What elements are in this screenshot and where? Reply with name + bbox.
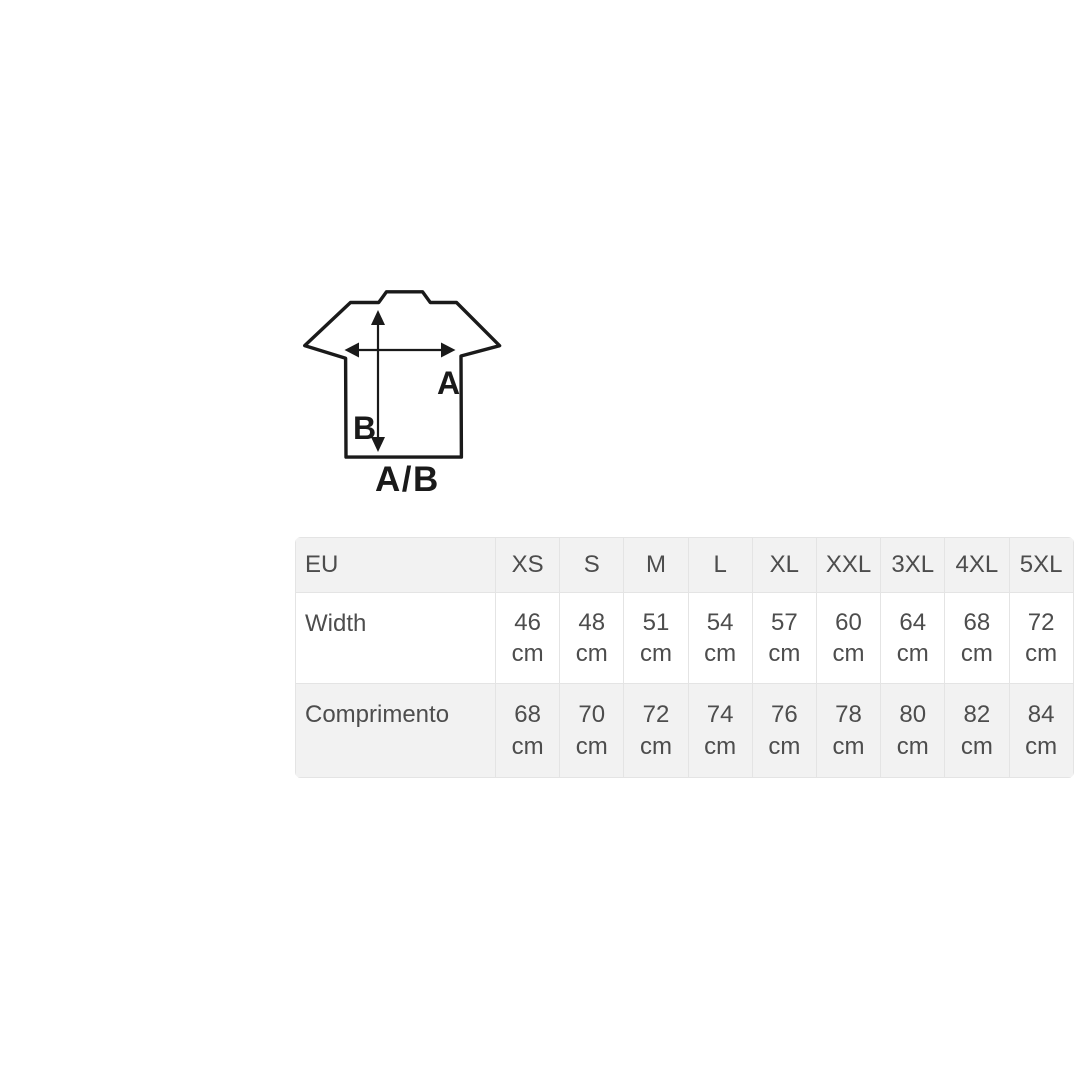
svg-text:B: B: [353, 410, 376, 446]
svg-text:A: A: [437, 365, 460, 401]
svg-text:A/B: A/B: [375, 460, 440, 499]
